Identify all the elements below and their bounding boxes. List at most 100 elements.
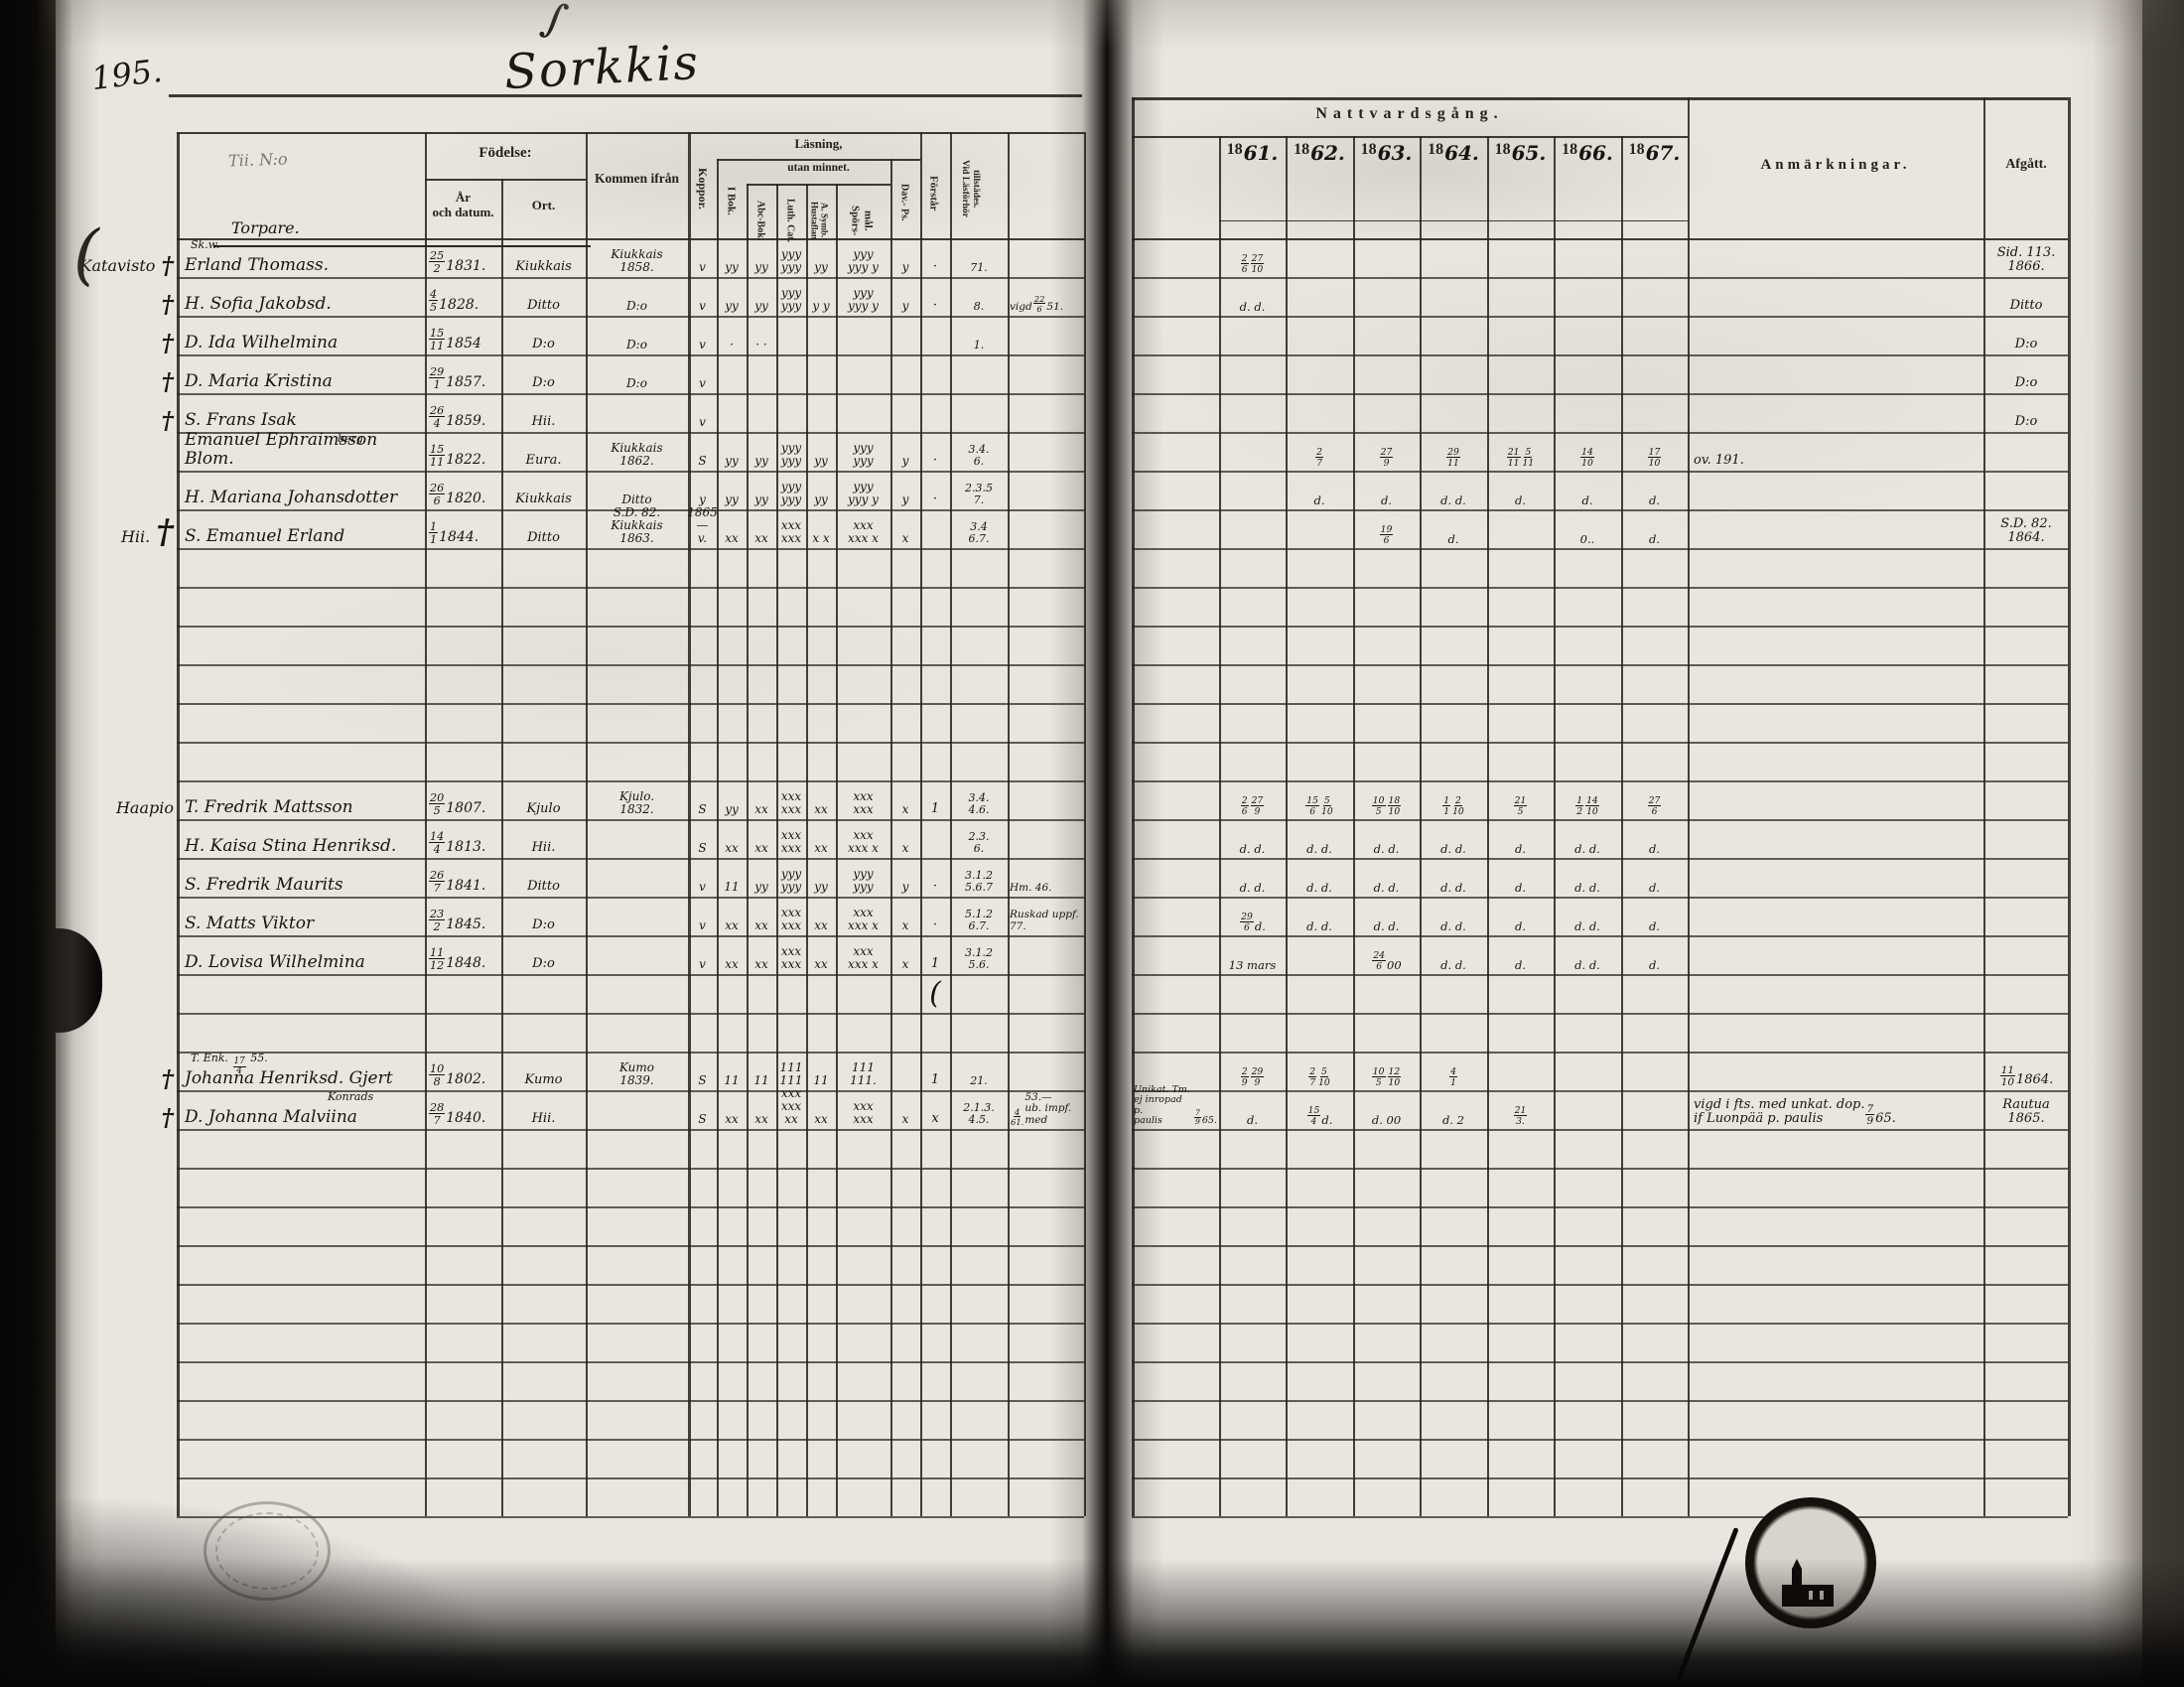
cell-ort: D:o	[532, 916, 555, 932]
header-sporsmal: Spörs- mål.	[849, 205, 875, 236]
cell-koppor: v	[699, 880, 706, 895]
cell-nattvard: d.	[1648, 841, 1661, 856]
year-suffix: 67.	[1645, 141, 1681, 165]
cell-spors: xxx xxx x	[848, 906, 879, 933]
grid-line	[177, 509, 1084, 511]
cell-lasf: 3.4. 4.6.	[968, 791, 990, 817]
cell-name: S. Emanuel Erland	[185, 525, 345, 546]
margin-note: Hii. †	[55, 509, 174, 549]
grid-line	[177, 664, 1084, 666]
cell-forstar: ·	[932, 297, 938, 313]
header-year-1863: 18 63.	[1353, 141, 1420, 175]
cell-abc: · ·	[755, 338, 767, 352]
cell-lasf: 3.1.2 5.6.	[965, 946, 993, 972]
grid-line	[1132, 703, 2068, 705]
cell-afg: Sid. 113. 1866.	[1996, 244, 2056, 274]
grid-line	[177, 277, 1084, 279]
cell-koppor: S	[698, 802, 707, 817]
cell-forstar: ·	[932, 258, 938, 274]
margin-note: †	[55, 277, 174, 316]
cell-luth: xxx xxx	[780, 906, 802, 933]
cell-kommen: Kjulo. 1832.	[618, 789, 655, 817]
grid-line	[177, 1090, 1084, 1092]
cell-born: 28 7 1840.	[429, 1101, 486, 1127]
cell-abc: yy	[754, 260, 768, 275]
header-year-1866: 18 66.	[1554, 141, 1621, 175]
cell-ort: Kumo	[524, 1071, 563, 1087]
cell-nattvard: d.	[1514, 880, 1527, 895]
cell-name: D. Maria Kristina	[185, 370, 333, 391]
cell-spors: xxx xxx	[853, 789, 874, 817]
cell-nattvard: 29 11	[1446, 447, 1460, 469]
cell-born: 23 2 1845.	[429, 908, 486, 933]
header-i-bok: I Bok.	[725, 186, 738, 215]
cell-kommen: Kumo 1839.	[618, 1060, 655, 1088]
table-row: D. Maria Kristina 29 1 1857. D:o D:o v D:o	[0, 354, 2184, 393]
cell-hust: xx	[814, 918, 828, 933]
cell-afg: D:o	[2014, 413, 2038, 429]
cell-nattvard: d.	[1447, 531, 1459, 546]
cell-koppor: y	[699, 492, 706, 507]
cell-nattvard: d.	[1648, 957, 1661, 972]
cell-lasf: 3.1.2 5.6.7	[965, 869, 993, 895]
grid-line	[1132, 277, 2068, 279]
grid-line	[1487, 136, 1489, 1516]
cell-ibok: xx	[725, 531, 739, 546]
grid-line	[1132, 393, 2068, 395]
row-pre-note: Sk.w.	[191, 238, 220, 251]
cell-afg: D:o	[2014, 336, 2038, 351]
cell-name: H. Mariana Johansdotter	[185, 487, 398, 507]
cell-luth: yyy yyy	[780, 867, 802, 895]
cell-nattvard: d. d.	[1440, 492, 1466, 507]
header-hustaflan: Hustaflan A. Symb.	[809, 201, 830, 239]
cell-afg: 11 10 1864.	[1999, 1063, 2054, 1088]
grid-line	[717, 159, 719, 1516]
grid-line	[1132, 935, 2068, 937]
cell-nattvard: d.	[1514, 918, 1527, 933]
grid-line	[1132, 432, 2068, 434]
grid-line	[177, 1245, 1084, 1247]
year-prefix: 18	[1226, 141, 1243, 158]
cell-nattvard: d.	[1648, 492, 1661, 507]
cell-kommen: Ditto	[621, 492, 652, 507]
cell-nattvard: d. 2	[1442, 1112, 1464, 1127]
cell-luth: 111 111	[779, 1060, 803, 1088]
cross-mark-icon: †	[161, 405, 174, 435]
cell-koppor: S	[698, 1112, 707, 1127]
header-utan-minnet: utan minnet.	[787, 162, 850, 174]
cell-born: 26 4 1859.	[429, 404, 486, 430]
grid-line	[1132, 587, 2068, 589]
grid-line	[806, 184, 808, 1516]
cell-koppor: S	[698, 841, 707, 856]
cell-forstar: 1	[930, 955, 940, 971]
cell-name: S. Matts Viktor	[185, 913, 315, 933]
margin-note: †	[55, 1052, 174, 1090]
cell-lasf: 21.	[970, 1074, 988, 1088]
cell-born: 15 11 1822.	[429, 443, 486, 469]
cell-name: H. Sofia Jakobsd.	[185, 293, 332, 314]
cell-dav: x	[901, 841, 909, 856]
cell-nattvard: 21 11 5 11	[1506, 447, 1535, 469]
cell-ort: D:o	[532, 374, 555, 390]
table-row: D. Lovisa Wilhelmina 11 12 1848. D:o v xx xx xx…	[0, 935, 2184, 974]
cell-nattvard: d.	[1514, 957, 1527, 972]
grid-line	[169, 94, 1082, 97]
margin-note: †	[55, 316, 174, 354]
cell-born: 25 2 1831.	[429, 249, 486, 275]
cell-ort: D:o	[532, 955, 555, 971]
cell-nattvard: d. d.	[1440, 841, 1466, 856]
header-nattvardsgang: Nattvardsgång.	[1315, 105, 1504, 122]
cell-name: T. Fredrik Mattsson	[185, 796, 353, 817]
cell-nattvard: 21 3.	[1513, 1105, 1528, 1127]
grid-line	[177, 132, 1084, 134]
cell-luth: xxx xxx xx	[780, 1086, 802, 1127]
grid-line	[177, 1477, 1084, 1479]
cross-mark-icon: †	[161, 1102, 174, 1132]
cell-koppor: v	[699, 415, 706, 430]
cell-name: Johanna Henriksd. Gjert	[185, 1067, 393, 1088]
header-ort: Ort.	[531, 198, 556, 212]
cell-lasf: 8.	[973, 300, 985, 314]
grid-line	[1132, 819, 2068, 821]
